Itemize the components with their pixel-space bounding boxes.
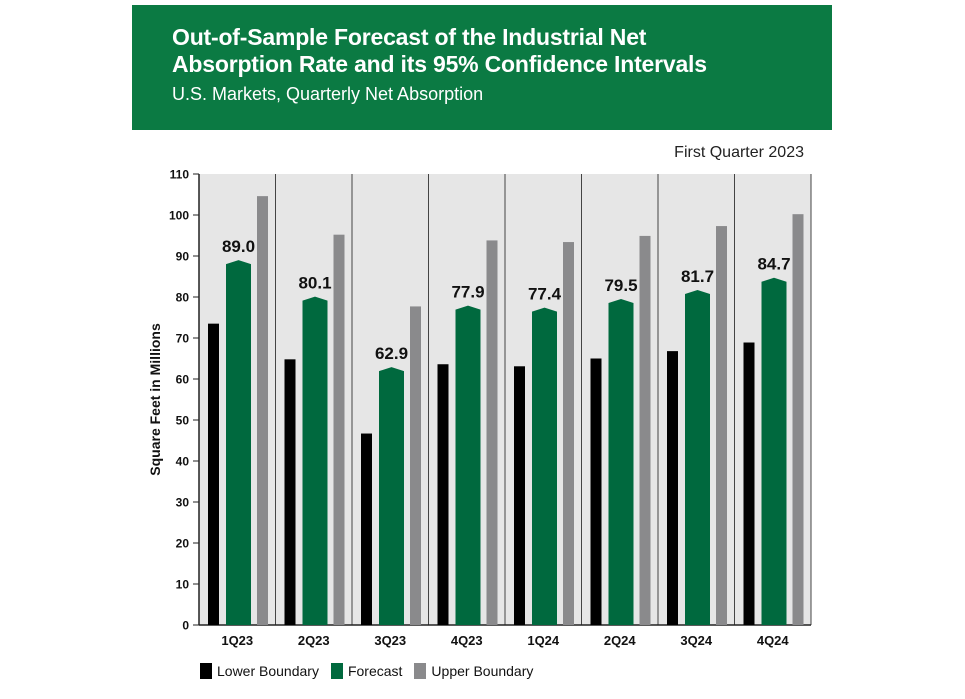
bar-forecast — [226, 260, 251, 625]
x-tick-label: 1Q23 — [221, 633, 253, 648]
x-tick-label: 4Q23 — [451, 633, 483, 648]
bar-upper-boundary — [257, 196, 268, 625]
bar-forecast — [302, 296, 328, 625]
y-tick-label: 20 — [176, 537, 190, 551]
chart-title: Out-of-Sample Forecast of the Industrial… — [172, 24, 707, 77]
x-tick-label: 3Q23 — [374, 633, 406, 648]
y-tick-label: 40 — [176, 455, 190, 469]
bar-lower-boundary — [667, 351, 678, 625]
bar-forecast — [379, 367, 404, 625]
bar-upper-boundary — [486, 240, 498, 626]
y-tick-label: 30 — [176, 496, 190, 510]
y-tick-label: 50 — [176, 414, 190, 428]
x-tick-label: 2Q24 — [604, 633, 637, 648]
bar-upper-boundary — [639, 235, 651, 625]
bar-lower-boundary — [208, 323, 219, 625]
data-label: 84.7 — [757, 255, 790, 274]
data-label: 79.5 — [604, 276, 637, 295]
bar-lower-boundary — [284, 359, 296, 625]
legend-label-lower: Lower Boundary — [217, 663, 319, 679]
bar-forecast — [532, 307, 557, 625]
bar-lower-boundary — [514, 366, 525, 625]
y-tick-label: 60 — [176, 373, 190, 387]
legend-item-upper: Upper Boundary — [414, 663, 533, 679]
bar-lower-boundary — [361, 433, 372, 625]
bar-lower-boundary — [743, 342, 755, 625]
y-tick-label: 80 — [176, 291, 190, 305]
data-label: 77.9 — [451, 283, 484, 302]
x-tick-label: 2Q23 — [298, 633, 330, 648]
data-label: 89.0 — [222, 237, 255, 256]
bar-lower-boundary — [590, 358, 602, 625]
bar-lower-boundary — [437, 364, 449, 625]
legend-item-lower: Lower Boundary — [200, 663, 319, 679]
y-tick-label: 10 — [176, 578, 190, 592]
data-label: 62.9 — [375, 344, 408, 363]
y-tick-label: 110 — [170, 168, 190, 182]
data-label: 80.1 — [298, 274, 331, 293]
bar-forecast — [608, 299, 634, 625]
legend-label-upper: Upper Boundary — [431, 663, 534, 679]
legend-swatch-forecast — [330, 663, 343, 679]
y-tick-label: 100 — [169, 209, 189, 223]
bar-forecast — [455, 305, 481, 625]
y-tick-label: 0 — [182, 619, 189, 633]
chart-header: Out-of-Sample Forecast of the Industrial… — [132, 5, 832, 130]
data-label: 81.7 — [681, 267, 714, 286]
y-tick-label: 70 — [176, 332, 190, 346]
bar-upper-boundary — [410, 306, 421, 625]
legend-label-forecast: Forecast — [347, 663, 403, 679]
x-tick-label: 3Q24 — [680, 633, 713, 648]
period-note: First Quarter 2023 — [674, 144, 804, 161]
y-tick-label: 90 — [176, 250, 190, 264]
bar-upper-boundary — [792, 214, 804, 625]
chart-subtitle: U.S. Markets, Quarterly Net Absorption — [172, 84, 484, 104]
data-label: 77.4 — [528, 285, 562, 304]
bar-upper-boundary — [716, 226, 727, 625]
legend-swatch-upper — [414, 663, 427, 679]
x-tick-label: 4Q24 — [757, 633, 790, 648]
bar-upper-boundary — [563, 242, 574, 625]
bar-forecast — [761, 277, 787, 625]
x-tick-label: 1Q24 — [527, 633, 560, 648]
y-axis-label: Square Feet in Millions — [147, 323, 163, 476]
bar-forecast — [685, 290, 710, 625]
legend: Lower Boundary Forecast Upper Boundary — [200, 663, 545, 679]
legend-swatch-lower — [200, 663, 212, 679]
bar-upper-boundary — [333, 234, 345, 625]
legend-item-forecast: Forecast — [330, 663, 403, 679]
